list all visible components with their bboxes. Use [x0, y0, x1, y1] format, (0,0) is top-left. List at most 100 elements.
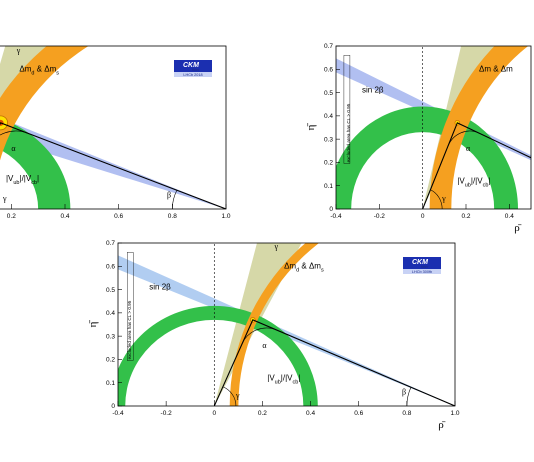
- y-tick-label: 0.3: [324, 136, 333, 143]
- vub-vcb-label: |Vub|/|Vcb|: [457, 176, 490, 188]
- delta-m-label: Δmd & Δms: [19, 65, 59, 77]
- excluded-note-box: [127, 252, 134, 361]
- x-tick-label: -0.4: [112, 410, 124, 417]
- sin2beta-label: sin 2β: [149, 283, 171, 292]
- logo-box: [174, 60, 212, 72]
- x-tick-label: 0.8: [402, 410, 411, 417]
- alpha-arc: [0, 130, 28, 136]
- chart-panel-bottom: -0.4 -0.2 0 0.2 0.4 0.6 0.8 1.0 0 0.1 0.2 0.3 0.4 0.5…: [87, 240, 460, 431]
- y-tick-label: 0.6: [106, 263, 115, 270]
- logo-dataset-text: LHCb 300fb: [412, 270, 432, 274]
- x-axis-label: ρ̄: [438, 419, 445, 431]
- delta-m-label: Δmd & Δms: [284, 262, 324, 274]
- x-tick-label: 0.2: [258, 410, 267, 417]
- gamma-angle-label: γ: [235, 391, 240, 400]
- beta-label: β: [402, 387, 406, 396]
- logo-subbox: [174, 72, 212, 77]
- logo-dataset-text: LHCb 2018: [183, 73, 202, 77]
- delta-m-label: Δm & Δm: [479, 65, 513, 74]
- x-tick-label: 0.4: [60, 213, 69, 220]
- gamma-arc: [222, 386, 237, 406]
- sin2beta-label: sin 2β: [362, 86, 384, 95]
- y-tick-label: 0.1: [106, 380, 115, 387]
- y-tick-label: 0.7: [106, 240, 115, 247]
- y-tick-label: 0.6: [324, 66, 333, 73]
- plot-area: [118, 243, 455, 406]
- alpha-label: α: [11, 144, 16, 153]
- vub-vcb-label: |Vub|/|Vcb|: [6, 174, 39, 186]
- logo-box: [403, 257, 441, 269]
- delta-m-constraint-ring: [429, 46, 529, 209]
- excluded-area-note: excluded area has CL > 0.95: [127, 300, 132, 359]
- alpha-label: α: [262, 341, 267, 350]
- vub-vcb-constraint-ring: [0, 118, 71, 209]
- unitarity-triangle: [0, 122, 226, 209]
- y-tick-label: 0: [329, 206, 333, 213]
- y-tick-label: 0.4: [106, 310, 115, 317]
- logo-fitter-text: fitter: [192, 68, 200, 72]
- beta-label: β: [167, 190, 171, 199]
- chart-panel-right: -0.4 -0.2 0 0.2 0.4 0 0.1 0.2 0.3 0.4 0.5 0.6 0.7 ρ̄ η…: [305, 43, 532, 234]
- beta-arc: [406, 387, 412, 406]
- x-tick-label: 0.2: [461, 213, 470, 220]
- x-tick-label: 1.0: [450, 410, 459, 417]
- x-tick-label: 0: [421, 213, 425, 220]
- delta-m-constraint-ring: [229, 243, 319, 406]
- logo-ckm-text: CKM: [412, 259, 428, 266]
- gamma-angle-label: γ: [2, 194, 7, 203]
- y-tick-label: 0.1: [324, 183, 333, 190]
- gamma-constraint-band: [214, 243, 302, 406]
- alpha-arc: [242, 327, 278, 344]
- x-tick-label: -0.2: [374, 213, 386, 220]
- y-tick-label: 0.5: [324, 90, 333, 97]
- y-axis-label: η̄: [87, 320, 99, 328]
- gamma-band-label: γ: [16, 46, 21, 55]
- x-tick-label: -0.2: [161, 410, 173, 417]
- logo-ckm-text: CKM: [183, 62, 199, 69]
- x-tick-label: 1.0: [221, 213, 230, 220]
- gamma-band-label: γ: [273, 242, 278, 251]
- vub-vcb-constraint-ring: [336, 106, 518, 209]
- plot-frame: [335, 45, 532, 210]
- x-tick-label: 0.4: [306, 410, 315, 417]
- excluded-area-note: excluded area has CL > 0.95: [346, 103, 351, 162]
- chart-panel-left: 0.2 0.4 0.6 0.8 1.0 |Vub|/|Vcb| α β γ γ Δmd & Δms C…: [0, 45, 231, 220]
- logo-subbox: [403, 269, 441, 274]
- alpha-label: α: [466, 144, 471, 153]
- y-tick-label: 0.4: [324, 113, 333, 120]
- delta-m-constraint-ring: [0, 46, 89, 161]
- y-tick-label: 0.7: [324, 43, 333, 50]
- logo-fitter-text: fitter: [421, 265, 429, 269]
- unitarity-triangle: [213, 319, 455, 406]
- unitarity-triangle: [422, 122, 531, 209]
- y-tick-label: 0: [111, 403, 115, 410]
- excluded-note-box: [343, 55, 351, 164]
- plot-area: [336, 46, 531, 209]
- x-tick-label: 0.6: [354, 410, 363, 417]
- x-tick-label: 0.2: [7, 213, 16, 220]
- y-tick-label: 0.2: [324, 160, 333, 167]
- plot-area: [0, 46, 226, 209]
- x-tick-label: 0.8: [168, 213, 177, 220]
- apex-region: [0, 115, 8, 131]
- plot-frame: [117, 242, 456, 407]
- x-tick-label: -0.4: [330, 213, 342, 220]
- x-axis-label: ρ̄: [514, 222, 521, 234]
- x-tick-label: 0.4: [505, 213, 514, 220]
- x-tick-label: 0: [212, 410, 216, 417]
- gamma-arc: [430, 189, 443, 209]
- sin2beta-constraint-band: [0, 117, 226, 209]
- gamma-angle-label: γ: [441, 194, 446, 203]
- y-tick-label: 0.5: [106, 287, 115, 294]
- vub-vcb-label: |Vub|/|Vcb|: [267, 373, 300, 385]
- alpha-arc: [447, 130, 480, 147]
- vub-vcb-constraint-ring: [118, 305, 318, 406]
- sin2beta-constraint-band: [118, 255, 455, 406]
- gamma-constraint-band: [422, 46, 502, 209]
- x-tick-label: 0.6: [114, 213, 123, 220]
- y-tick-label: 0.2: [106, 357, 115, 364]
- y-tick-label: 0.3: [106, 333, 115, 340]
